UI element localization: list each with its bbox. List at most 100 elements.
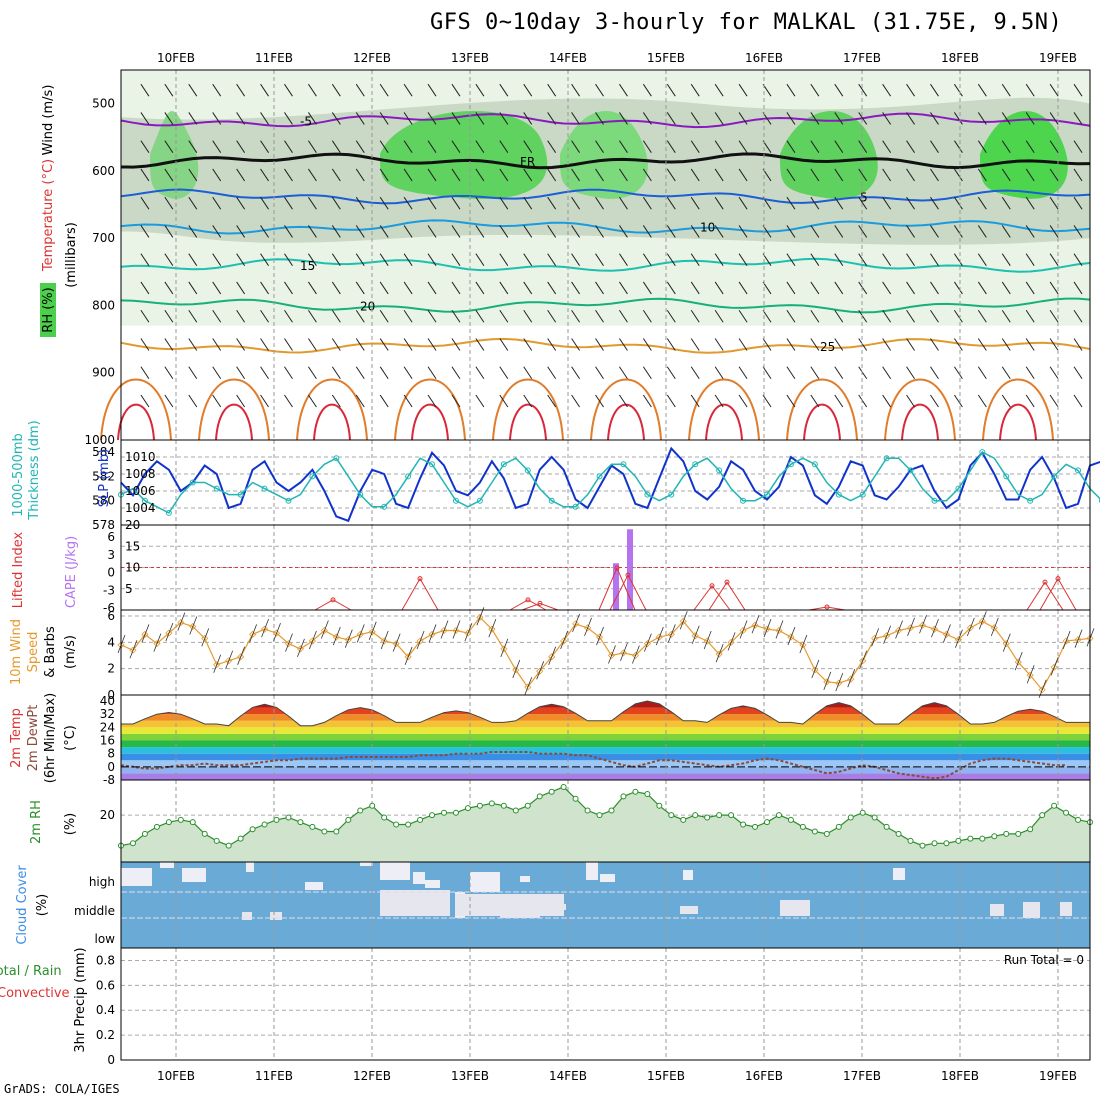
wind-barb [642, 366, 652, 380]
wind-speed-marker [823, 678, 831, 686]
wind-barb [834, 168, 844, 182]
wind-barb [930, 309, 939, 323]
ytick-temp: 0 [107, 760, 115, 774]
wind-barb [571, 83, 581, 97]
wind-speed-marker [1050, 663, 1058, 671]
rh-marker [225, 842, 232, 849]
thickness-marker [405, 473, 412, 480]
wind-barb [834, 366, 844, 380]
wind-barb [236, 281, 246, 295]
cloud-gap-high [182, 868, 206, 882]
wind-barb [834, 140, 844, 153]
cloud-gap-mid [242, 912, 252, 920]
wind-speed-marker [488, 625, 496, 633]
wind-barb [547, 140, 557, 153]
wind-barb [1073, 338, 1083, 351]
wind-barb [475, 253, 485, 266]
wind-barb [882, 168, 892, 182]
wind-barb [164, 196, 174, 210]
wind-speed-marker [320, 626, 328, 635]
thickness-marker [524, 467, 531, 474]
lifted-index-line [808, 606, 846, 611]
wind-speed-marker [619, 649, 628, 657]
slp-label: SLP (mb) [97, 449, 112, 508]
wind-barb [690, 394, 700, 408]
rh-marker [656, 802, 663, 809]
wind-barb [953, 253, 963, 266]
wind-barb [236, 309, 246, 323]
wind-barb [595, 225, 604, 238]
wind-barb [475, 394, 485, 408]
rh-marker [441, 809, 447, 816]
wind-barb [571, 168, 581, 182]
wind-barb [595, 196, 604, 210]
wind-barb [260, 225, 269, 238]
wind-barb [1073, 253, 1083, 266]
wind-barb [858, 140, 868, 153]
wind-barb [882, 338, 892, 351]
wind-barb-10m [943, 624, 951, 643]
thickness-marker [333, 455, 340, 462]
precip-label-b: Convective [0, 986, 70, 1001]
wind-barb [882, 196, 892, 210]
wind-barb [188, 309, 198, 323]
wind-barb [714, 83, 724, 97]
ytick-temp: 24 [100, 720, 115, 734]
date-label-top: 14FEB [549, 51, 587, 65]
thickness-marker [572, 503, 579, 510]
wind-speed-marker [512, 666, 520, 674]
wind-speed-marker [201, 634, 209, 642]
wind-barb [619, 225, 628, 238]
wind-barb-10m [955, 629, 963, 648]
wind-barb [1049, 253, 1059, 266]
wind-barb [331, 309, 341, 323]
wind-barb [1025, 140, 1035, 153]
rh-marker [488, 800, 495, 807]
wind-barb [858, 338, 868, 351]
panel-frame-precip [120, 947, 1091, 1061]
ytick-thk: 580 [92, 494, 115, 508]
wind-barb [188, 83, 198, 97]
isotherm-35 [509, 403, 547, 441]
lifted-index-line [1039, 577, 1077, 611]
ytick-wind: 6 [107, 609, 115, 623]
wind-barb [212, 225, 222, 238]
wind-barb [642, 225, 652, 238]
date-label-bottom: 15FEB [647, 1069, 685, 1083]
wind-barb [810, 394, 820, 408]
wind-barb [571, 112, 581, 125]
wind-barb [236, 196, 246, 210]
wind-barb [284, 338, 293, 351]
wind-barb [355, 281, 365, 295]
wind-speed-marker [859, 657, 867, 665]
rh-marker [967, 835, 974, 842]
wind-barb [738, 309, 748, 323]
rh-shade-high [980, 111, 1068, 199]
wind-barb [260, 168, 269, 182]
wind-barb [642, 140, 652, 153]
wind-barb [1073, 394, 1083, 408]
lifted-index-line [708, 581, 746, 611]
wind-barb [834, 253, 844, 266]
wind-barb [188, 281, 198, 295]
wind-barb [738, 168, 748, 182]
wind-barb [140, 253, 150, 266]
wind-barb [164, 309, 174, 323]
lifted-index-line [401, 577, 439, 611]
wind-barb [212, 112, 222, 125]
wind-speed-marker [428, 630, 436, 638]
wind-barb [188, 394, 198, 408]
wind-barb [930, 366, 939, 380]
wind-speed-marker [679, 617, 687, 625]
thickness-marker [644, 491, 651, 498]
wind-barb [690, 140, 700, 153]
wind-barb [236, 394, 246, 408]
thickness-marker [309, 473, 316, 480]
wind-barb [140, 83, 150, 97]
temp-band [121, 707, 1090, 715]
temp-band [121, 714, 1090, 721]
rh-marker [907, 837, 914, 844]
wind-barb [523, 309, 533, 323]
thickness-marker [764, 491, 770, 498]
wind-speed-marker [548, 653, 556, 661]
